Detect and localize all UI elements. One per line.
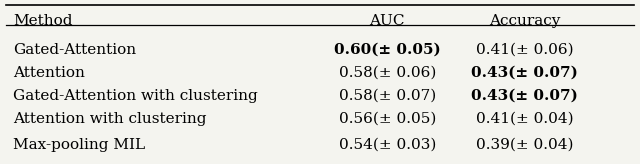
Text: 0.43(± 0.07): 0.43(± 0.07) — [472, 89, 578, 103]
Text: Gated-Attention with clustering: Gated-Attention with clustering — [13, 89, 257, 103]
Text: Max-pooling MIL: Max-pooling MIL — [13, 138, 145, 152]
Text: Accuracy: Accuracy — [489, 14, 561, 28]
Text: 0.60(± 0.05): 0.60(± 0.05) — [334, 43, 440, 57]
Text: 0.56(± 0.05): 0.56(± 0.05) — [339, 112, 436, 126]
Text: 0.43(± 0.07): 0.43(± 0.07) — [472, 66, 578, 80]
Text: Attention: Attention — [13, 66, 84, 80]
Text: 0.54(± 0.03): 0.54(± 0.03) — [339, 138, 436, 152]
Text: Method: Method — [13, 14, 72, 28]
Text: 0.39(± 0.04): 0.39(± 0.04) — [476, 138, 573, 152]
Text: 0.58(± 0.06): 0.58(± 0.06) — [339, 66, 436, 80]
Text: AUC: AUC — [369, 14, 405, 28]
Text: 0.58(± 0.07): 0.58(± 0.07) — [339, 89, 436, 103]
Text: Gated-Attention: Gated-Attention — [13, 43, 136, 57]
Text: 0.41(± 0.04): 0.41(± 0.04) — [476, 112, 573, 126]
Text: 0.41(± 0.06): 0.41(± 0.06) — [476, 43, 573, 57]
Text: Attention with clustering: Attention with clustering — [13, 112, 206, 126]
